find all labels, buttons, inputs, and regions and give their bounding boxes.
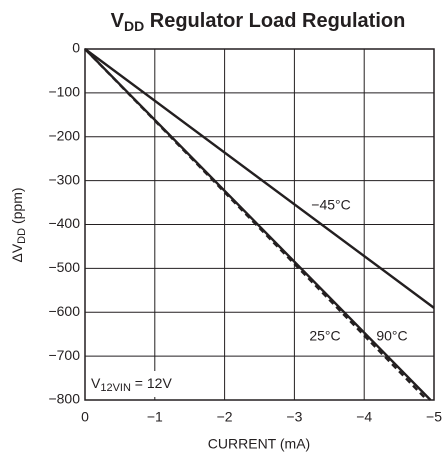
ylabel-sub: DD <box>16 228 28 244</box>
y-tick-label: −600 <box>48 303 80 319</box>
x-tick-label: −4 <box>356 409 372 425</box>
series-label: 25°C <box>309 328 340 344</box>
y-tick-label: −100 <box>48 84 80 100</box>
x-axis-label: CURRENT (mA) <box>208 436 310 452</box>
series-label: 90°C <box>376 328 407 344</box>
y-tick-label: −400 <box>48 215 80 231</box>
annotation-main: V <box>91 375 101 391</box>
series-line <box>84 48 428 401</box>
annotation-sub: 12VIN <box>100 382 131 394</box>
y-axis-label: ΔVDD (ppm) <box>9 187 28 262</box>
y-tick-label: 0 <box>72 40 80 56</box>
x-tick-label: −5 <box>426 409 442 425</box>
series-line <box>84 48 435 309</box>
x-tick-label: −3 <box>286 409 302 425</box>
ylabel-rest: (ppm) <box>9 187 25 227</box>
annotation-rest: = 12V <box>131 375 173 391</box>
annotation-box <box>87 371 179 397</box>
y-tick-label: −700 <box>48 347 80 363</box>
title-sub: DD <box>124 18 144 34</box>
y-tick-label: −200 <box>48 127 80 143</box>
x-tick-label: 0 <box>81 409 89 425</box>
title-rest: Regulator Load Regulation <box>144 10 405 32</box>
x-tick-label: −2 <box>217 409 233 425</box>
y-tick-label: −300 <box>48 171 80 187</box>
plot-frame <box>84 48 435 401</box>
series-label: −45°C <box>311 197 350 213</box>
annotation: V12VIN = 12V <box>91 375 172 394</box>
title-main: V <box>111 10 125 32</box>
x-tick-label: −1 <box>147 409 163 425</box>
chart-title: VDD Regulator Load Regulation <box>111 10 406 33</box>
y-tick-label: −500 <box>48 259 80 275</box>
ylabel-main: ΔV <box>9 243 25 262</box>
y-tick-label: −800 <box>48 391 80 407</box>
